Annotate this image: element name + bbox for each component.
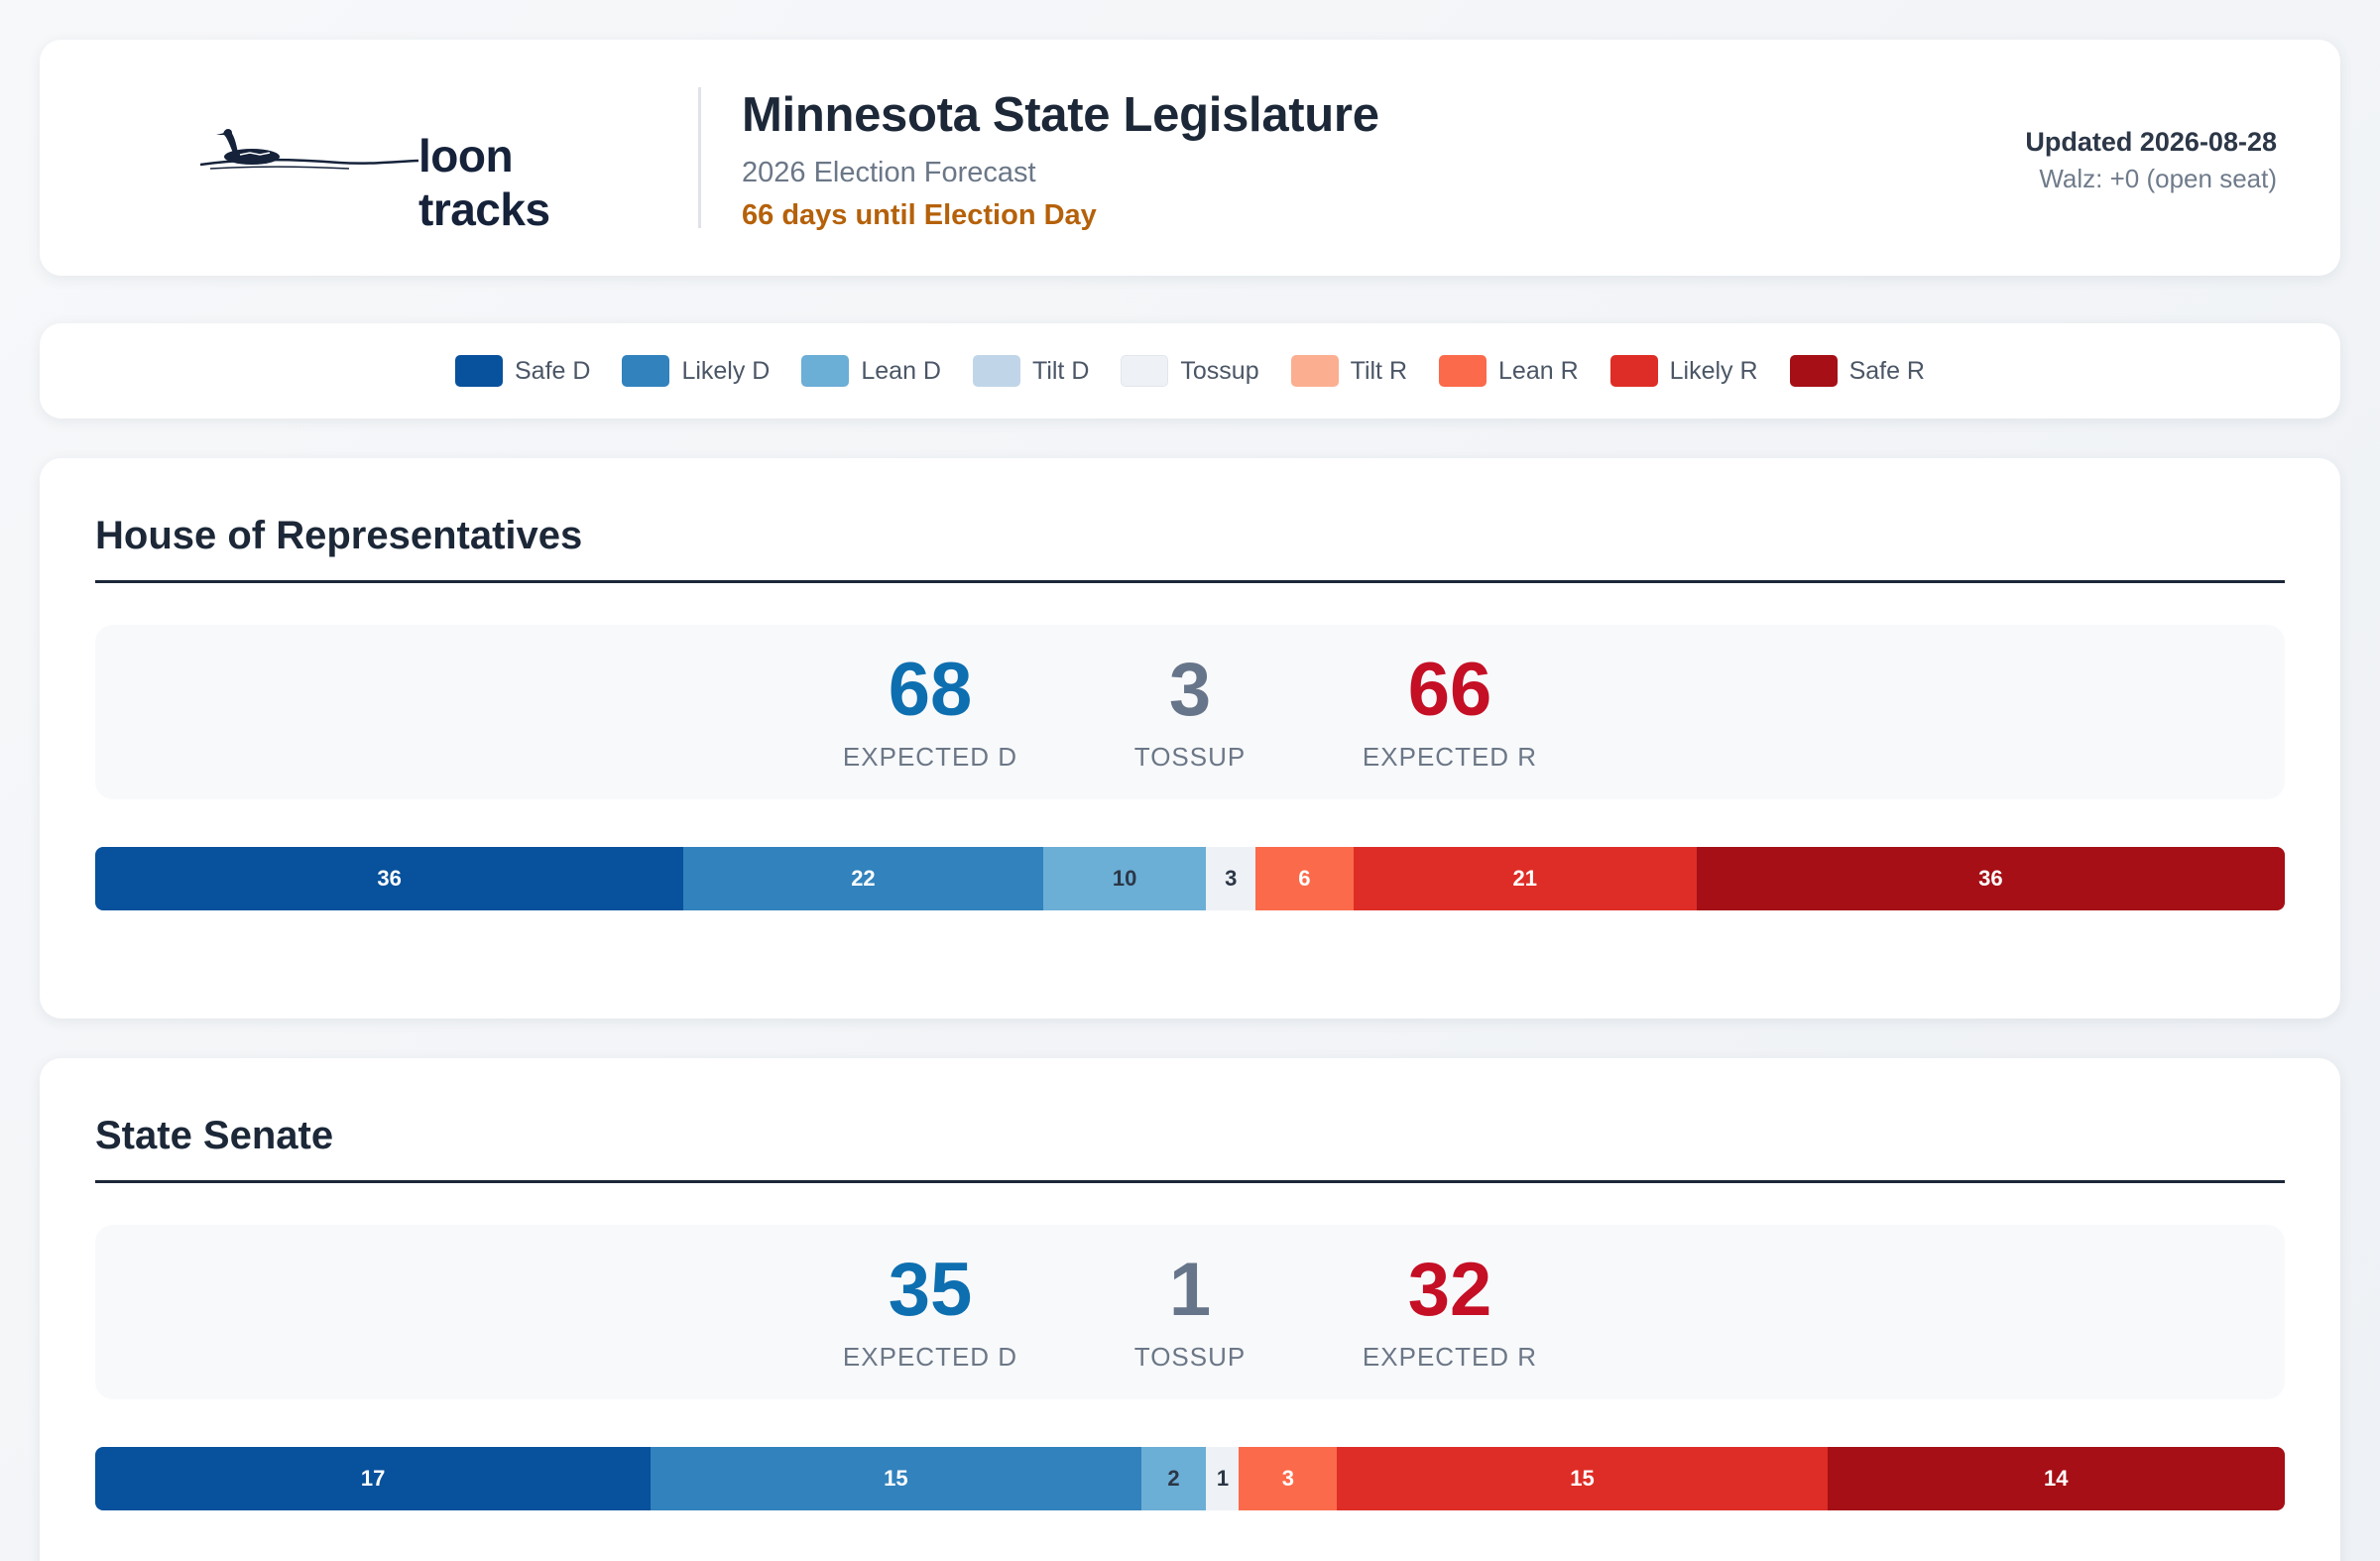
legend-swatch (801, 355, 850, 387)
seat-segment[interactable]: 21 (1353, 847, 1697, 910)
legend-swatch (1121, 355, 1169, 387)
tossup-value: 1 (1168, 1247, 1212, 1332)
legend-swatch (1609, 355, 1658, 387)
expected-r-label: EXPECTED R (1362, 1341, 1538, 1372)
legend-label: Lean R (1498, 356, 1579, 385)
legend-swatch (1290, 355, 1339, 387)
chamber-card: House of Representatives 68 EXPECTED D 3 TOS… (40, 458, 2340, 1019)
tossup-label: TOSSUP (1133, 741, 1247, 772)
expected-d-value: 35 (888, 1247, 973, 1332)
seat-segment[interactable]: 10 (1042, 847, 1207, 910)
governor-note: Walz: +0 (open seat) (2039, 164, 2277, 193)
expected-r-stat: 66 EXPECTED R (1320, 647, 1580, 773)
loon-icon (200, 129, 418, 170)
title-rule (95, 580, 2285, 583)
seat-segment[interactable]: 36 (95, 847, 684, 910)
seat-segment[interactable]: 22 (683, 847, 1043, 910)
legend-label: Tossup (1180, 356, 1259, 385)
legend-item: Safe R (1789, 355, 1925, 387)
expected-r-stat: 32 EXPECTED R (1320, 1247, 1580, 1373)
expected-r-value: 32 (1407, 1247, 1492, 1332)
expected-d-stat: 68 EXPECTED D (800, 647, 1060, 773)
logo-text: loon tracks (418, 130, 550, 235)
legend-item: Likely R (1609, 355, 1758, 387)
logo[interactable]: loon tracks (161, 99, 637, 235)
legend-swatch (622, 355, 670, 387)
election-countdown: 66 days until Election Day (742, 199, 1097, 231)
legend-item: Lean D (801, 355, 941, 387)
seat-summary: 35 EXPECTED D 1 TOSSUP 32 EXPECTED R (95, 1225, 2285, 1399)
chamber-title: State Senate (95, 1114, 334, 1157)
chamber-card: State Senate 35 EXPECTED D 1 TOSSUP 32 EXPECTE… (40, 1058, 2340, 1561)
tossup-stat: 3 TOSSUP (1060, 647, 1320, 773)
seat-segment[interactable]: 17 (95, 1447, 652, 1510)
rating-legend: Safe D Likely D Lean D Tilt D Tossup Tilt R Le… (40, 323, 2340, 419)
page-title: Minnesota State Legislature (742, 88, 1379, 142)
legend-swatch (1439, 355, 1488, 387)
legend-label: Likely D (681, 356, 771, 385)
seat-segment[interactable]: 3 (1206, 847, 1255, 910)
legend-swatch (1789, 355, 1838, 387)
expected-d-label: EXPECTED D (842, 1341, 1018, 1372)
legend-label: Safe D (515, 356, 591, 385)
seat-segment[interactable]: 36 (1696, 847, 2285, 910)
legend-label: Tilt D (1031, 356, 1090, 385)
expected-d-value: 68 (888, 647, 973, 732)
expected-r-value: 66 (1407, 647, 1492, 732)
legend-label: Tilt R (1350, 356, 1408, 385)
legend-label: Lean D (861, 356, 941, 385)
seat-segment[interactable]: 2 (1140, 1447, 1207, 1510)
legend-label: Safe R (1848, 356, 1925, 385)
seat-segment[interactable]: 15 (1337, 1447, 1828, 1510)
expected-d-stat: 35 EXPECTED D (800, 1247, 1060, 1373)
legend-item: Lean R (1439, 355, 1579, 387)
tossup-value: 3 (1168, 647, 1212, 732)
legend-swatch (455, 355, 503, 387)
seat-segment[interactable]: 15 (651, 1447, 1141, 1510)
title-rule (95, 1180, 2285, 1183)
updated-date: Updated 2026-08-28 (2025, 127, 2277, 157)
header-card: loon tracks Minnesota State Legislature … (40, 40, 2340, 276)
legend-item: Likely D (622, 355, 770, 387)
legend-swatch (972, 355, 1020, 387)
seat-bar: 17 15 2 1 3 15 14 (95, 1447, 2285, 1510)
page-subtitle: 2026 Election Forecast (742, 157, 1036, 188)
update-info: Updated 2026-08-28 Walz: +0 (open seat) (2025, 127, 2277, 194)
legend-item: Tilt R (1290, 355, 1408, 387)
tossup-stat: 1 TOSSUP (1060, 1247, 1320, 1373)
title-block: Minnesota State Legislature 2026 Electio… (742, 87, 1379, 232)
seat-bar: 36 22 10 3 6 21 36 (95, 847, 2285, 910)
expected-d-label: EXPECTED D (842, 741, 1018, 772)
tossup-label: TOSSUP (1133, 1341, 1247, 1372)
legend-label: Likely R (1669, 356, 1758, 385)
expected-r-label: EXPECTED R (1362, 741, 1538, 772)
legend-item: Tilt D (972, 355, 1090, 387)
seat-segment[interactable]: 14 (1827, 1447, 2285, 1510)
seat-segment[interactable]: 6 (1254, 847, 1354, 910)
chamber-title: House of Representatives (95, 514, 583, 557)
legend-item: Safe D (455, 355, 590, 387)
seat-summary: 68 EXPECTED D 3 TOSSUP 66 EXPECTED R (95, 625, 2285, 799)
seat-segment[interactable]: 3 (1239, 1447, 1338, 1510)
header-divider (698, 87, 701, 228)
legend-item: Tossup (1121, 355, 1259, 387)
seat-segment[interactable]: 1 (1206, 1447, 1240, 1510)
chambers: House of Representatives 68 EXPECTED D 3 TOS… (40, 458, 2340, 1561)
